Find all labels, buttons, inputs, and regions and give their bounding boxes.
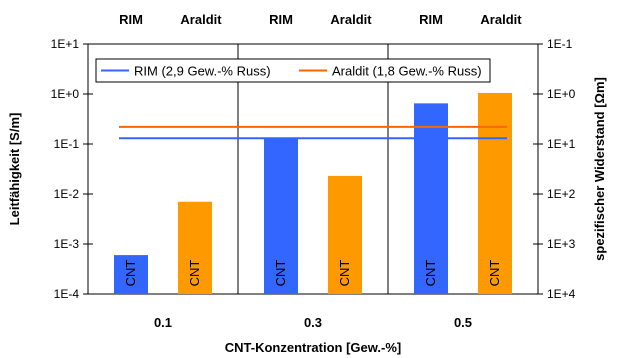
bar-label: CNT <box>487 260 502 287</box>
bar <box>414 103 448 294</box>
y2-tick-label: 1E+4 <box>547 287 576 301</box>
x-tick-label: 0.1 <box>154 315 172 330</box>
y-tick-label: 1E+1 <box>51 37 80 51</box>
top-label: Araldit <box>330 12 372 27</box>
top-labels: RIM Araldit RIM Araldit RIM Araldit <box>119 12 522 27</box>
y-tick-label: 1E-2 <box>54 187 80 201</box>
x-tick-label: 0.3 <box>304 315 322 330</box>
bar-label: CNT <box>273 260 288 287</box>
top-label: RIM <box>119 12 143 27</box>
bar <box>264 138 298 294</box>
y2-tick-label: 1E+3 <box>547 237 576 251</box>
x-axis-title: CNT-Konzentration [Gew.-%] <box>225 340 401 355</box>
bar <box>114 255 148 294</box>
grid-lines <box>237 44 389 294</box>
y-tick-label: 1E+0 <box>51 87 80 101</box>
legend-box <box>95 58 491 83</box>
y-axis-title: Leitfähigkeit [S/m] <box>7 113 22 226</box>
top-label: RIM <box>419 12 443 27</box>
bar-label: CNT <box>423 260 438 287</box>
bar-labels: CNT CNT CNT CNT CNT CNT <box>123 260 502 287</box>
bar-label: CNT <box>337 260 352 287</box>
legend-label: Araldit (1,8 Gew.-% Russ) <box>332 64 482 79</box>
legend-label: RIM (2,9 Gew.-% Russ) <box>134 64 271 79</box>
top-label: Araldit <box>480 12 522 27</box>
y-tick-label: 1E-4 <box>54 287 80 301</box>
y2-tick-label: 1E+1 <box>547 137 576 151</box>
x-tick-label: 0.5 <box>454 315 472 330</box>
bars <box>114 92 512 294</box>
y-tick-label: 1E-1 <box>54 137 80 151</box>
legend: RIM (2,9 Gew.-% Russ) Araldit (1,8 Gew.-%… <box>95 58 491 83</box>
y-tick-label: 1E-3 <box>54 237 80 251</box>
y2-tick-label: 1E+2 <box>547 187 576 201</box>
reference-lines <box>119 125 507 140</box>
y-axis-ticks: 1E-4 1E-3 1E-2 1E-1 1E+0 1E+1 <box>51 37 93 301</box>
top-label: Araldit <box>180 12 222 27</box>
bar-label: CNT <box>187 260 202 287</box>
x-axis-ticks: 0.1 0.3 0.5 <box>154 315 472 330</box>
bar <box>178 201 212 294</box>
y2-tick-label: 1E+0 <box>547 87 576 101</box>
bar-label: CNT <box>123 260 138 287</box>
y2-tick-label: 1E-1 <box>547 37 573 51</box>
plot-area <box>87 43 539 295</box>
bar <box>328 175 362 294</box>
y2-axis-title: spezifischer Widerstand [Ωm] <box>592 77 607 261</box>
top-label: RIM <box>269 12 293 27</box>
y2-axis-ticks: 1E+4 1E+3 1E+2 1E+1 1E+0 1E-1 <box>533 37 576 301</box>
